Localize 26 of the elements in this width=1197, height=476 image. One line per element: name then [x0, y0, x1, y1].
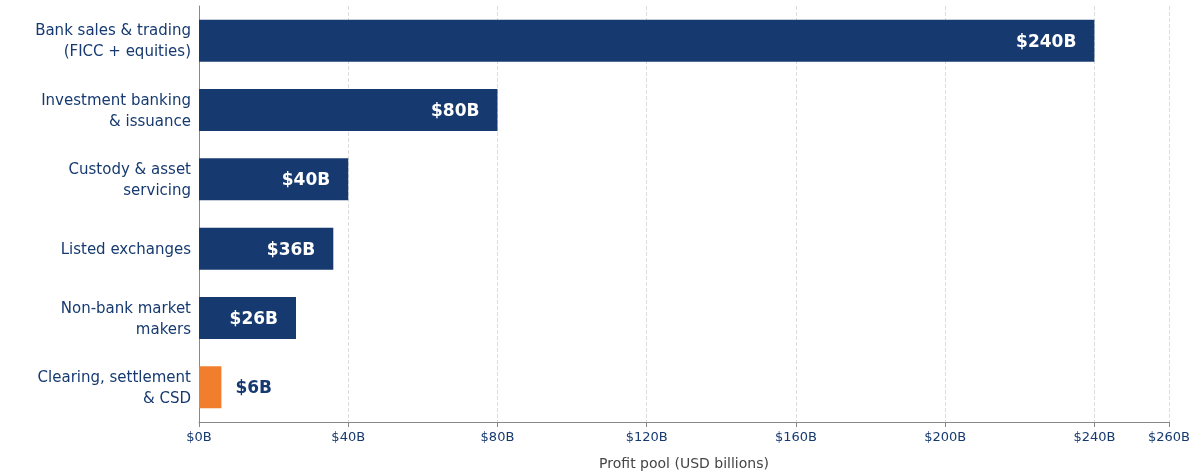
bar [199, 227, 334, 270]
data-label: $6B [235, 377, 273, 398]
data-label: $80B [431, 100, 480, 120]
x-tick-label: $240B [1073, 429, 1116, 444]
y-tick-label: Custody & asset servicing [68, 159, 192, 199]
y-tick-label: Non-bank market makers [60, 298, 192, 338]
data-label: $36B [266, 238, 316, 259]
y-tick-label: Listed exchanges [60, 239, 192, 258]
x-tick-label: $260B [1147, 429, 1191, 444]
x-tick-label: $40B [331, 429, 366, 444]
data-label: $40B [281, 169, 331, 190]
y-tick-label: Bank sales & trading (FICC + equities) [35, 21, 191, 61]
bar [199, 366, 222, 409]
data-label: $26B [229, 308, 278, 328]
y-tick-label: Investment banking & issuance [41, 90, 191, 130]
x-tick-label: $160B [774, 429, 817, 444]
bar [199, 158, 349, 201]
x-tick-label: $200B [924, 429, 967, 444]
bar [199, 19, 1095, 62]
x-tick-label: $0B [186, 429, 212, 444]
x-axis-title: Profit pool (USD billions) [599, 455, 769, 471]
data-label: $240B [1016, 30, 1077, 51]
y-tick-label: Clearing, settlement & CSD [37, 367, 192, 407]
x-tick-label: $120B [625, 429, 668, 444]
x-tick-label: $80B [480, 429, 515, 444]
bar [199, 89, 498, 131]
